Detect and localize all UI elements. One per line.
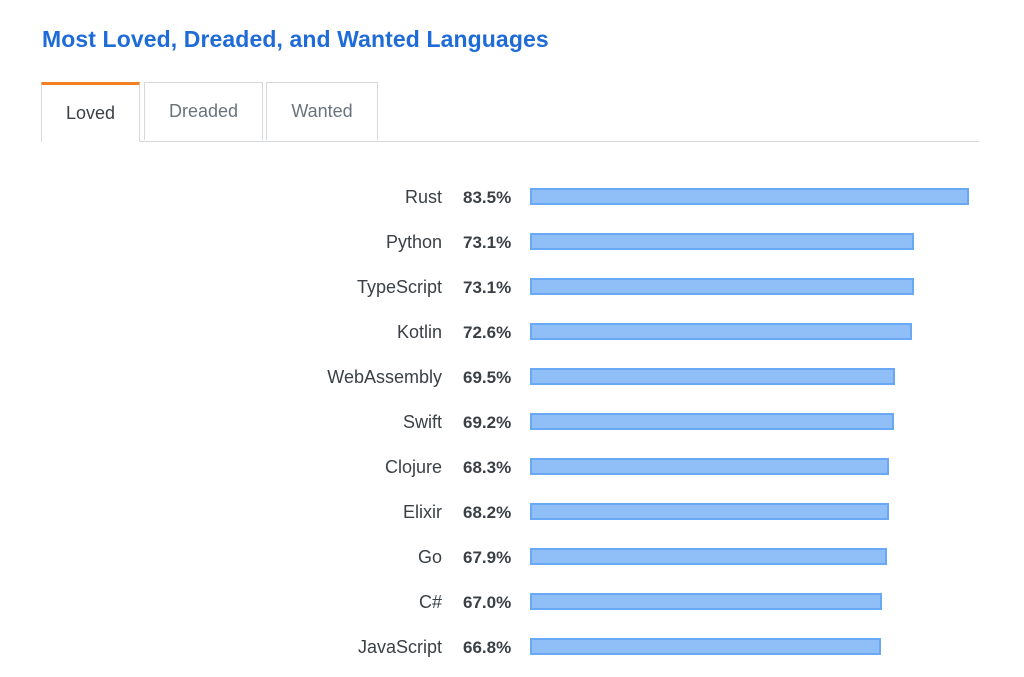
- tab-dreaded[interactable]: Dreaded: [144, 82, 263, 140]
- tab-wanted[interactable]: Wanted: [266, 82, 378, 140]
- chart-row: Rust 83.5%: [0, 175, 1024, 220]
- tab-bar: Loved Dreaded Wanted: [41, 82, 979, 142]
- category-label: Python: [385, 232, 442, 252]
- chart-row: Elixir 68.2%: [0, 490, 1024, 535]
- bar: [530, 503, 889, 520]
- value-label: 68.3%: [463, 458, 512, 477]
- bar: [530, 593, 882, 610]
- page-title: Most Loved, Dreaded, and Wanted Language…: [42, 26, 549, 52]
- category-label: Go: [417, 547, 442, 567]
- chart-row: JavaScript 66.8%: [0, 625, 1024, 670]
- chart-row: C# 67.0%: [0, 580, 1024, 625]
- bar: [530, 368, 895, 385]
- chart-row: Clojure 68.3%: [0, 445, 1024, 490]
- category-label: TypeScript: [356, 277, 442, 297]
- value-label: 67.9%: [463, 548, 512, 567]
- value-label: 73.1%: [463, 233, 512, 252]
- chart-row: Kotlin 72.6%: [0, 310, 1024, 355]
- value-label: 69.5%: [463, 368, 512, 387]
- chart-row: Go 67.9%: [0, 535, 1024, 580]
- bar: [530, 548, 887, 565]
- category-label: WebAssembly: [327, 367, 442, 387]
- category-label: Elixir: [403, 502, 442, 522]
- tab-bar-divider: [41, 141, 979, 142]
- category-label: Swift: [402, 412, 442, 432]
- bar: [530, 278, 914, 295]
- chart-row: Python 73.1%: [0, 220, 1024, 265]
- bar: [530, 323, 912, 340]
- category-label: Kotlin: [396, 322, 442, 342]
- value-label: 67.0%: [463, 593, 512, 612]
- bar: [530, 638, 881, 655]
- value-label: 69.2%: [463, 413, 512, 432]
- bar: [530, 458, 889, 475]
- value-label: 72.6%: [463, 323, 512, 342]
- chart-row: WebAssembly 69.5%: [0, 355, 1024, 400]
- category-label: Clojure: [384, 457, 442, 477]
- chart-row: Swift 69.2%: [0, 400, 1024, 445]
- bar: [530, 233, 914, 250]
- tab-loved[interactable]: Loved: [41, 82, 140, 142]
- value-label: 83.5%: [463, 188, 512, 207]
- chart-row: TypeScript 73.1%: [0, 265, 1024, 310]
- bar-chart: Rust 83.5% Python 73.1% TypeScript 73.1% Kotli…: [0, 175, 1024, 675]
- category-label: C#: [418, 592, 442, 612]
- value-label: 73.1%: [463, 278, 512, 297]
- category-label: JavaScript: [357, 637, 442, 657]
- bar: [530, 413, 894, 430]
- value-label: 68.2%: [463, 503, 512, 522]
- bar: [530, 188, 969, 205]
- category-label: Rust: [404, 187, 442, 207]
- value-label: 66.8%: [463, 638, 512, 657]
